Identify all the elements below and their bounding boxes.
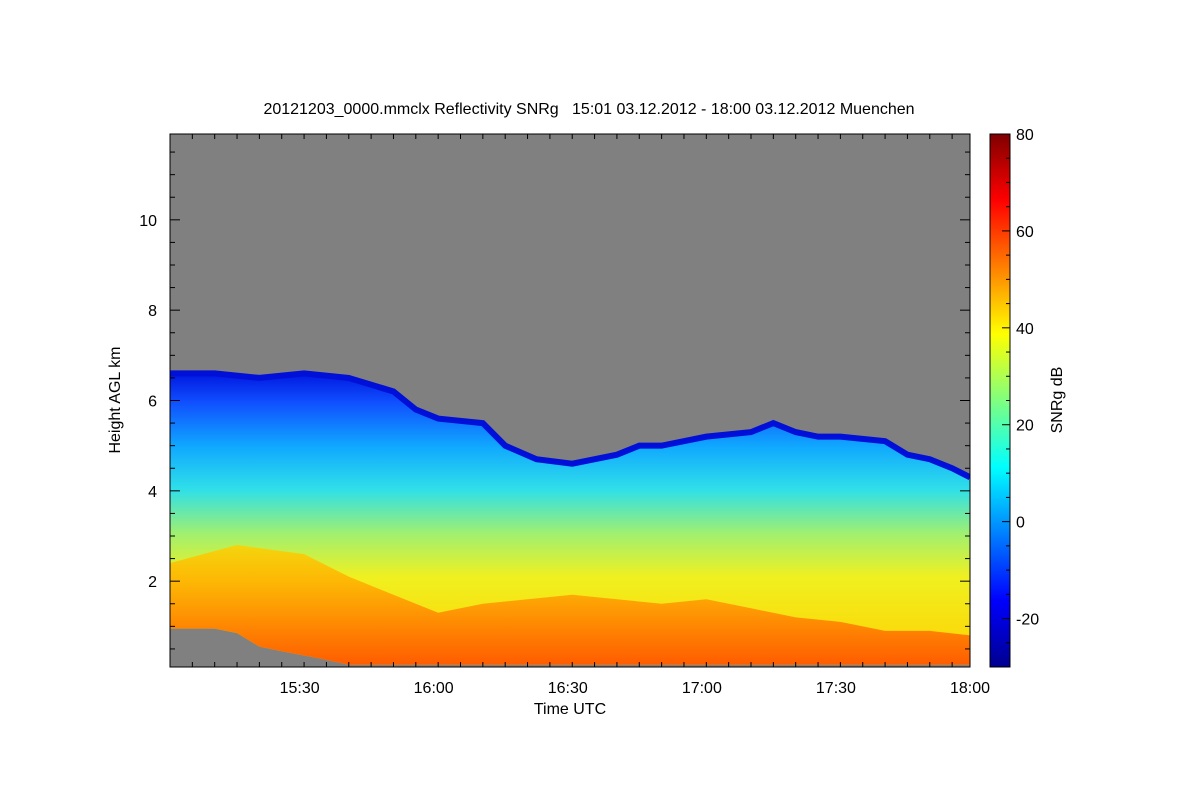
colorbar-tick-label: 60 xyxy=(1016,224,1034,241)
chart-title: 20121203_0000.mmclx Reflectivity SNRg 15… xyxy=(263,101,914,118)
y-tick-label: 4 xyxy=(148,484,157,501)
colorbar-tick-label: 40 xyxy=(1016,321,1034,338)
reflectivity-field xyxy=(170,370,970,665)
y-tick-label: 8 xyxy=(148,303,157,320)
x-tick-label: 17:30 xyxy=(816,680,856,697)
strong-echo-region xyxy=(170,545,970,665)
x-tick-label: 16:30 xyxy=(548,680,588,697)
colorbar-title: SNRg dB xyxy=(1049,367,1066,434)
y-axis: 2 4 6 8 10 xyxy=(139,151,970,650)
y-tick-label: 2 xyxy=(148,574,157,591)
colorbar-axis: -20 0 20 40 60 80 xyxy=(1002,127,1039,668)
y-tick-label: 6 xyxy=(148,394,157,411)
cloud-top-edge xyxy=(170,370,970,480)
colorbar-tick-label: 0 xyxy=(1016,515,1025,532)
x-axis-title: Time UTC xyxy=(534,701,606,718)
colorbar-tick-label: -20 xyxy=(1016,612,1039,629)
x-tick-label: 18:00 xyxy=(950,680,990,697)
x-tick-label: 17:00 xyxy=(682,680,722,697)
x-tick-label: 16:00 xyxy=(414,680,454,697)
colorbar-tick-label: 20 xyxy=(1016,418,1034,435)
y-axis-title: Height AGL km xyxy=(107,346,124,453)
x-tick-label: 15:30 xyxy=(280,680,320,697)
y-tick-label: 10 xyxy=(139,213,157,230)
x-axis: 15:30 16:00 16:30 17:00 17:30 18:00 xyxy=(169,134,990,697)
colorbar-tick-label: 80 xyxy=(1016,127,1034,144)
